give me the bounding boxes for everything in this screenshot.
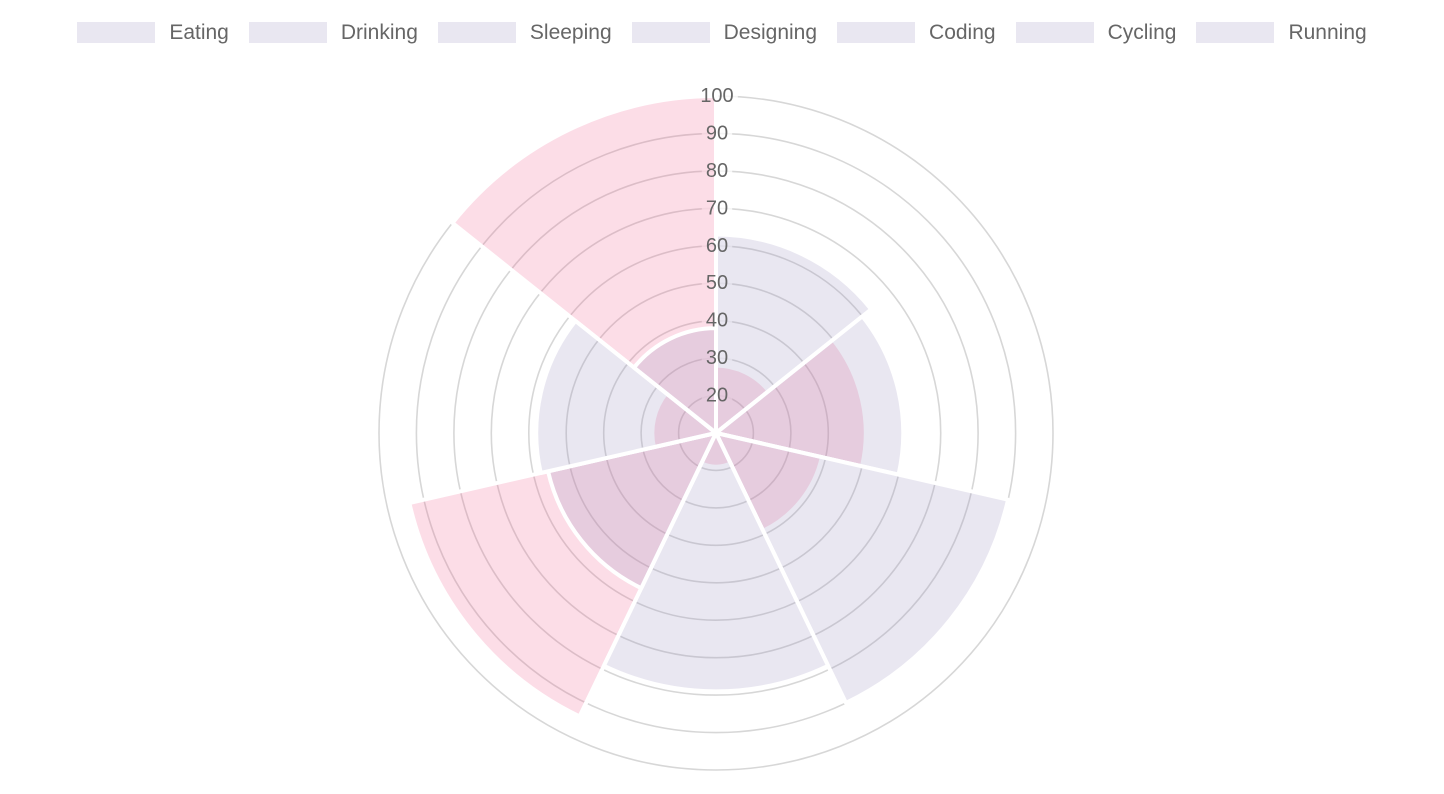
- legend-label: Eating: [169, 21, 229, 44]
- radial-tick-label: 50: [706, 272, 728, 294]
- radial-tick-label: 70: [706, 197, 728, 219]
- legend-swatch: [248, 22, 327, 43]
- sector-sleeping-lavender[interactable]: [714, 431, 1011, 705]
- sector-cycling-lavender[interactable]: [534, 318, 718, 475]
- sector-designing-lavender[interactable]: [601, 431, 831, 694]
- sector-running-pink[interactable]: [450, 94, 718, 435]
- legend-label: Coding: [929, 21, 996, 44]
- legend-swatch: [1196, 22, 1275, 43]
- legend-label: Running: [1288, 21, 1367, 44]
- legend-label: Sleeping: [529, 21, 612, 44]
- legend-item-drinking[interactable]: Drinking: [248, 21, 418, 44]
- legend-item-cycling[interactable]: Cycling: [1015, 21, 1177, 44]
- sector-drinking-pink[interactable]: [714, 337, 868, 469]
- sector-running-lavender[interactable]: [632, 326, 718, 435]
- legend-swatch: [77, 22, 156, 43]
- sector-drinking-lavender[interactable]: [714, 314, 906, 477]
- sector-coding-pink[interactable]: [407, 431, 718, 719]
- legend-swatch: [837, 22, 916, 43]
- legend-item-designing[interactable]: Designing: [631, 21, 818, 44]
- legend-label: Drinking: [340, 21, 418, 44]
- tick-labels: 20 30 40 50 60 70 80 90 100: [700, 85, 733, 407]
- radial-tick-label: 100: [700, 85, 733, 107]
- radial-tick-label: 80: [706, 160, 728, 182]
- sector-coding-lavender[interactable]: [546, 431, 718, 591]
- sector-sleeping-pink[interactable]: [714, 431, 824, 533]
- dataset-lavender: [534, 232, 1011, 705]
- legend-item-running[interactable]: Running: [1196, 21, 1367, 44]
- legend-swatch: [437, 22, 516, 43]
- sector-eating-lavender[interactable]: [714, 232, 874, 435]
- legend-item-eating[interactable]: Eating: [77, 21, 229, 44]
- legend-swatch: [631, 22, 710, 43]
- radial-tick-label: 20: [706, 385, 728, 407]
- radial-tick-label: 90: [706, 122, 728, 144]
- legend-label: Cycling: [1107, 21, 1177, 44]
- legend-item-sleeping[interactable]: Sleeping: [437, 21, 612, 44]
- legend-label: Designing: [723, 21, 818, 44]
- radial-tick-label: 30: [706, 347, 728, 369]
- chart-legend: Eating Drinking Sleeping Designing Coding Cyc…: [0, 21, 1444, 44]
- radial-tick-label: 60: [706, 235, 728, 257]
- legend-swatch: [1015, 22, 1094, 43]
- radial-tick-label: 40: [706, 310, 728, 332]
- legend-item-coding[interactable]: Coding: [837, 21, 996, 44]
- dataset-pink: [407, 94, 868, 719]
